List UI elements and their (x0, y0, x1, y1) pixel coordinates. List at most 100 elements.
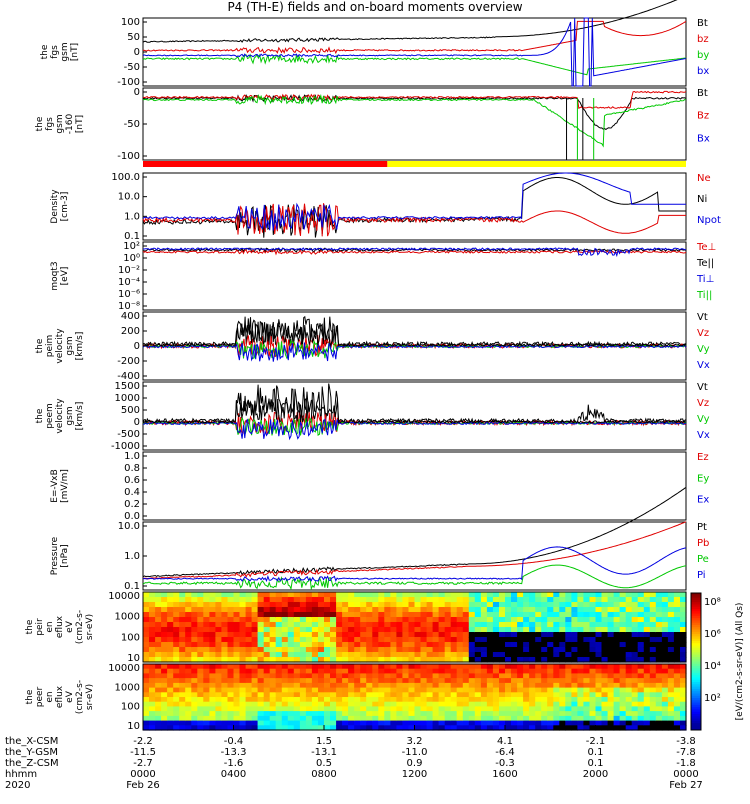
heatmap-cell (197, 627, 204, 633)
heatmap-cell (366, 687, 373, 693)
heatmap-cell (354, 725, 361, 731)
time-axis-value: -0.3 (495, 758, 515, 769)
heatmap-cell (293, 720, 301, 726)
heatmap-cell (251, 602, 259, 608)
heatmap-cell (360, 652, 367, 658)
heatmap-cell (366, 682, 373, 689)
heatmap-cell (378, 657, 385, 663)
heatmap-cell (667, 597, 675, 603)
y-tick-label: 10² (123, 241, 140, 252)
heatmap-cell (239, 697, 247, 703)
heatmap-cell (577, 711, 584, 717)
heatmap-cell (330, 602, 337, 608)
heatmap-cell (324, 617, 331, 623)
heatmap-cell (209, 652, 216, 658)
heatmap-cell (649, 622, 657, 628)
heatmap-cell (299, 637, 307, 643)
heatmap-cell (281, 668, 289, 674)
heatmap-cell (680, 682, 687, 689)
heatmap-cell (499, 673, 506, 679)
heatmap-cell (589, 637, 597, 643)
heatmap-cell (348, 664, 355, 670)
heatmap-cell (583, 617, 590, 623)
heatmap-cell (143, 697, 150, 703)
heatmap-cell (251, 592, 259, 598)
heatmap-cell (185, 697, 192, 703)
heatmap-cell (547, 668, 554, 674)
heatmap-cell (420, 652, 428, 658)
heatmap-cell (221, 602, 228, 608)
heatmap-cell (613, 678, 621, 684)
series-vt-2 (142, 397, 687, 424)
heatmap-cell (330, 673, 337, 679)
heatmap-cell (366, 725, 373, 731)
heatmap-cell (492, 637, 500, 643)
heatmap-cell (227, 678, 235, 684)
heatmap-cell (275, 632, 283, 638)
heatmap-cell (571, 673, 578, 679)
heatmap-cell (245, 642, 253, 648)
heatmap-cell (287, 687, 295, 693)
heatmap-cell (456, 678, 464, 684)
heatmap-cell (305, 664, 313, 670)
heatmap-cell (595, 711, 603, 717)
heatmap-cell (390, 607, 397, 613)
heatmap-cell (378, 725, 385, 731)
heatmap-cell (203, 692, 210, 698)
heatmap-cell (438, 687, 446, 693)
heatmap-cell (318, 642, 325, 648)
heatmap-cell (450, 637, 458, 643)
heatmap-cell (275, 678, 283, 684)
y-tick-label: 10 (127, 721, 140, 732)
heatmap-cell (673, 592, 681, 598)
heatmap-cell (456, 597, 464, 603)
heatmap-cell (577, 642, 584, 648)
heatmap-cell (511, 637, 518, 643)
heatmap-cell (577, 715, 584, 722)
heatmap-cell (366, 668, 373, 674)
heatmap-cell (625, 682, 633, 689)
heatmap-cell (245, 622, 253, 628)
heatmap-cell (311, 673, 319, 679)
heatmap-cell (450, 602, 458, 608)
heatmap-cell (390, 622, 397, 628)
heatmap-cell (311, 657, 319, 663)
heatmap-cell (462, 682, 470, 689)
heatmap-cell (474, 632, 482, 638)
heatmap-cell (511, 597, 518, 603)
heatmap-cell (450, 642, 458, 648)
heatmap-cell (167, 602, 174, 608)
heatmap-cell (245, 687, 253, 693)
heatmap-cell (408, 725, 416, 731)
heatmap-cell (607, 678, 615, 684)
heatmap-cell (311, 642, 319, 648)
heatmap-cell (667, 637, 675, 643)
heatmap-cell (505, 715, 512, 722)
heatmap-cell (601, 597, 609, 603)
heatmap-cell (167, 720, 174, 726)
heatmap-cell (462, 652, 470, 658)
colorbar-swatch (691, 725, 701, 729)
legend-entry: Pe (697, 554, 709, 565)
heatmap-cell (661, 687, 669, 693)
colorbar-swatch (691, 675, 701, 678)
heatmap-cell (529, 725, 536, 731)
heatmap-cell (456, 668, 464, 674)
heatmap-cell (456, 642, 464, 648)
heatmap-cell (185, 657, 192, 663)
heatmap-cell (185, 687, 192, 693)
heatmap-cell (269, 720, 277, 726)
heatmap-cell (233, 697, 241, 703)
heatmap-cell (492, 607, 500, 613)
heatmap-cell (215, 657, 222, 663)
heatmap-cell (324, 697, 331, 703)
heatmap-cell (287, 592, 295, 598)
heatmap-cell (486, 725, 494, 731)
heatmap-cell (517, 678, 524, 684)
heatmap-cell (384, 668, 391, 674)
heatmap-cell (269, 701, 277, 707)
heatmap-cell (299, 617, 307, 623)
heatmap-cell (167, 652, 174, 658)
heatmap-cell (625, 725, 633, 731)
heatmap-cell (583, 692, 590, 698)
